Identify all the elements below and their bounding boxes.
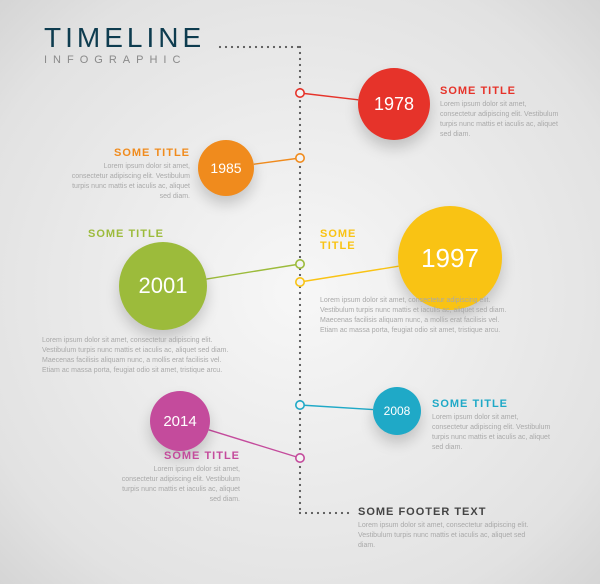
header: TIMELINE INFOGRAPHIC bbox=[44, 24, 205, 66]
header-subtitle: INFOGRAPHIC bbox=[44, 54, 205, 66]
footer-title: SOME FOOTER TEXT bbox=[358, 506, 543, 518]
entry-text-1997: Lorem ipsum dolor sit amet, consectetur … bbox=[320, 296, 515, 337]
entry-text-1997: SOME TITLE bbox=[320, 228, 393, 255]
entry-text-2014: SOME TITLE Lorem ipsum dolor sit amet, co… bbox=[118, 450, 240, 506]
entry-title: SOME TITLE bbox=[42, 228, 164, 240]
entry-text-2008: SOME TITLE Lorem ipsum dolor sit amet, co… bbox=[432, 398, 554, 454]
footer-body: Lorem ipsum dolor sit amet, consectetur … bbox=[358, 521, 543, 551]
header-title: TIMELINE bbox=[44, 24, 205, 52]
entry-text-2001: SOME TITLE bbox=[42, 228, 164, 243]
year-label: 2014 bbox=[163, 413, 196, 430]
entry-body: Lorem ipsum dolor sit amet, consectetur … bbox=[42, 336, 237, 377]
timeline-canvas: TIMELINE INFOGRAPHIC 1978 SOME TITLE Lorem… bbox=[0, 0, 600, 584]
year-label: 2008 bbox=[384, 404, 411, 418]
year-circle-1997: 1997 bbox=[398, 206, 502, 310]
entry-body: Lorem ipsum dolor sit amet, consectetur … bbox=[432, 413, 554, 454]
entry-title: SOME TITLE bbox=[320, 228, 393, 252]
entry-text-2001: Lorem ipsum dolor sit amet, consectetur … bbox=[42, 336, 237, 377]
entry-text-1985: SOME TITLE Lorem ipsum dolor sit amet, co… bbox=[68, 147, 190, 203]
entry-title: SOME TITLE bbox=[432, 398, 554, 410]
entry-title: SOME TITLE bbox=[118, 450, 240, 462]
entry-body: Lorem ipsum dolor sit amet, consectetur … bbox=[440, 100, 562, 141]
year-circle-2014: 2014 bbox=[150, 391, 210, 451]
entry-title: SOME TITLE bbox=[440, 85, 562, 97]
year-circle-2001: 2001 bbox=[119, 242, 207, 330]
entry-text-1978: SOME TITLE Lorem ipsum dolor sit amet, co… bbox=[440, 85, 562, 141]
year-circle-1978: 1978 bbox=[358, 68, 430, 140]
year-label: 2001 bbox=[139, 273, 188, 299]
entry-title: SOME TITLE bbox=[68, 147, 190, 159]
entry-body: Lorem ipsum dolor sit amet, consectetur … bbox=[118, 465, 240, 506]
entry-body: Lorem ipsum dolor sit amet, consectetur … bbox=[68, 162, 190, 203]
entry-body: Lorem ipsum dolor sit amet, consectetur … bbox=[320, 296, 515, 337]
year-label: 1978 bbox=[374, 94, 414, 115]
year-label: 1997 bbox=[421, 243, 479, 274]
year-label: 1985 bbox=[210, 160, 241, 176]
year-circle-2008: 2008 bbox=[373, 387, 421, 435]
year-circle-1985: 1985 bbox=[198, 140, 254, 196]
footer-block: SOME FOOTER TEXT Lorem ipsum dolor sit a… bbox=[358, 506, 543, 551]
